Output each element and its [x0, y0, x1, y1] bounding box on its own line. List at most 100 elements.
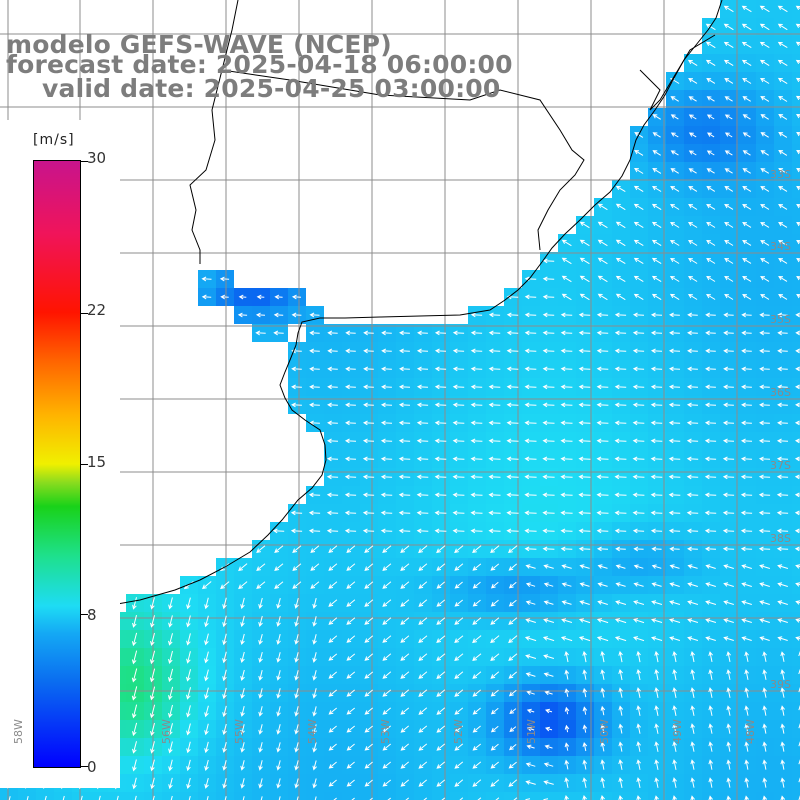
wind-arrow [204, 723, 209, 736]
wind-arrow [294, 634, 299, 645]
wind-arrow [777, 330, 788, 336]
wind-arrow [344, 474, 357, 480]
wind-arrow [326, 510, 339, 516]
speed-cell [360, 792, 378, 800]
wind-arrow [398, 384, 411, 390]
wind-arrow [470, 474, 483, 480]
wind-arrow [780, 741, 785, 752]
wind-arrow [309, 402, 320, 408]
wind-arrow [762, 669, 767, 680]
wind-arrow [760, 276, 770, 282]
wind-arrow [256, 294, 265, 300]
wind-arrow [274, 294, 283, 300]
wind-arrow [560, 438, 573, 444]
speed-cell [792, 270, 800, 288]
wind-arrow [795, 59, 800, 65]
wind-arrow [149, 704, 156, 719]
lat-label: 36S [770, 386, 791, 399]
wind-arrow [561, 582, 572, 587]
wind-arrow [742, 96, 751, 102]
wind-arrow [688, 132, 697, 138]
wind-arrow [326, 474, 339, 480]
wind-arrow [416, 384, 429, 390]
wind-arrow [524, 420, 537, 426]
wind-arrow [744, 705, 749, 716]
wind-arrow [272, 528, 285, 534]
model-title: modelo GEFS-WAVE (NCEP) [6, 30, 392, 59]
wind-arrow [690, 687, 695, 698]
wind-arrow [328, 599, 338, 607]
wind-arrow [668, 528, 681, 534]
wind-arrow [651, 600, 663, 605]
wind-arrow [705, 348, 716, 354]
wind-arrow [778, 132, 788, 138]
wind-arrow [614, 492, 627, 498]
wind-arrow [652, 185, 662, 192]
wind-arrow [741, 636, 752, 641]
wind-arrow [258, 742, 263, 753]
speed-cell [612, 792, 630, 800]
wind-arrow [345, 366, 356, 372]
wind-arrow [168, 615, 173, 628]
wind-arrow [490, 599, 499, 607]
wind-arrow [186, 741, 191, 754]
wind-arrow [742, 258, 752, 264]
wind-arrow [705, 23, 716, 31]
wind-arrow [578, 312, 591, 318]
wind-arrow [741, 420, 752, 426]
wind-arrow [615, 600, 627, 605]
wind-arrow [240, 669, 245, 681]
speed-cell [774, 792, 792, 800]
wind-arrow [708, 777, 713, 788]
wind-arrow [672, 687, 677, 698]
wind-arrow [686, 384, 699, 390]
wind-arrow [596, 474, 609, 480]
wind-arrow [168, 686, 174, 701]
wind-arrow [723, 5, 734, 13]
wind-arrow [454, 743, 464, 751]
wind-arrow [704, 546, 717, 552]
wind-arrow [400, 635, 410, 643]
wind-arrow [777, 77, 788, 85]
wind-arrow [452, 438, 465, 444]
wind-arrow [362, 492, 375, 498]
wind-arrow [688, 114, 697, 120]
wind-arrow [582, 759, 588, 770]
wind-arrow [240, 597, 245, 610]
wind-arrow [204, 615, 209, 628]
wind-arrow [490, 671, 500, 679]
wind-arrow [542, 456, 555, 462]
speed-cell [792, 612, 800, 630]
wind-arrow [561, 293, 572, 301]
wind-arrow [398, 492, 411, 498]
wind-arrow [688, 275, 698, 282]
wind-arrow [416, 420, 429, 426]
wind-arrow [669, 600, 681, 605]
speed-cell [792, 774, 800, 792]
wind-arrow [333, 797, 337, 800]
wind-arrow [578, 348, 591, 354]
speed-cell [162, 792, 180, 800]
wind-arrow [651, 546, 662, 552]
wind-arrow [706, 168, 715, 174]
wind-arrow [309, 366, 320, 372]
wind-arrow [740, 456, 753, 462]
wind-arrow [614, 636, 627, 642]
wind-arrow [256, 545, 266, 553]
speed-cell [702, 792, 720, 800]
wind-arrow [276, 778, 281, 789]
speed-cell [198, 792, 216, 800]
wind-arrow [632, 384, 645, 390]
wind-arrow [204, 597, 209, 610]
wind-arrow [240, 778, 245, 789]
wind-arrow [294, 742, 299, 753]
wind-arrow [454, 545, 464, 554]
wind-arrow [186, 615, 191, 628]
wind-arrow [780, 669, 785, 680]
wind-arrow [760, 150, 769, 156]
wind-arrow [777, 23, 788, 31]
wind-arrow [708, 687, 713, 698]
wind-arrow [740, 438, 753, 444]
wind-arrow [312, 706, 317, 717]
wind-arrow [255, 330, 266, 336]
